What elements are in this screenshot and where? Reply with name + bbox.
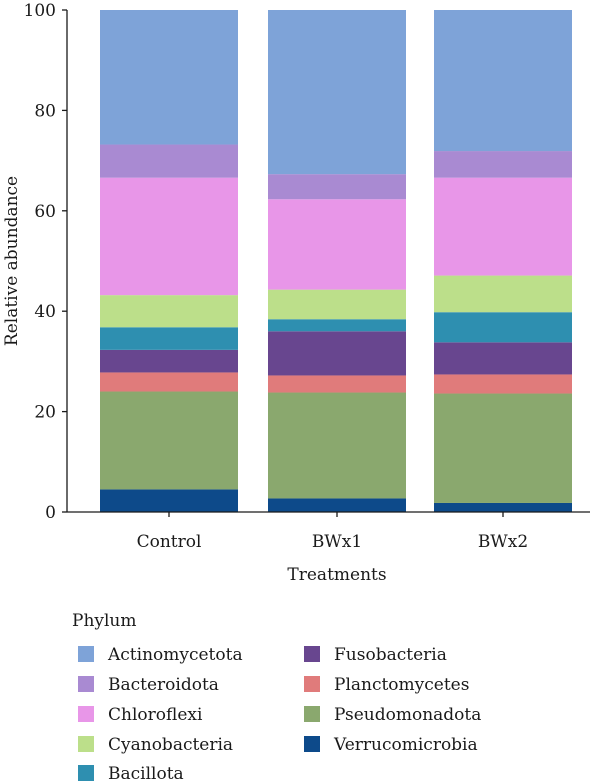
y-tick-label: 60 — [34, 202, 56, 222]
bar-segment-bwx2-fusobacteria — [434, 342, 572, 375]
x-tick-label-bwx1: BWx1 — [312, 532, 362, 552]
legend-swatch-cyanobacteria — [78, 736, 94, 752]
bar-segment-bwx1-chloroflexi — [268, 199, 406, 290]
y-tick-label: 100 — [24, 1, 56, 21]
legend-label-bacteroidota: Bacteroidota — [108, 675, 219, 695]
bar-segment-bwx2-verrucomicrobia — [434, 502, 572, 512]
bar-segment-bwx2-actinomycetota — [434, 10, 572, 152]
bar-segment-bwx1-bacillota — [268, 319, 406, 332]
bar-segment-bwx2-bacillota — [434, 312, 572, 343]
y-axis-title: Relative abundance — [2, 176, 22, 346]
bar-segment-control-fusobacteria — [100, 349, 238, 373]
bar-segment-bwx2-cyanobacteria — [434, 275, 572, 313]
y-tick-label: 20 — [34, 403, 56, 423]
legend-label-verrucomicrobia: Verrucomicrobia — [333, 735, 478, 755]
legend-label-fusobacteria: Fusobacteria — [334, 645, 447, 665]
bar-segment-bwx2-chloroflexi — [434, 177, 572, 276]
bar-segment-bwx1-fusobacteria — [268, 331, 406, 376]
legend-swatch-bacteroidota — [78, 676, 94, 692]
bar-segment-bwx2-bacteroidota — [434, 151, 572, 178]
legend-label-planctomycetes: Planctomycetes — [334, 675, 469, 695]
bar-segment-control-actinomycetota — [100, 10, 238, 145]
x-tick-label-bwx2: BWx2 — [478, 532, 528, 552]
legend-label-actinomycetota: Actinomycetota — [107, 645, 243, 665]
bar-segment-bwx1-verrucomicrobia — [268, 498, 406, 512]
legend-swatch-actinomycetota — [78, 646, 94, 662]
legend: Actinomycetota Bacteroidota Chloroflexi Cya… — [78, 645, 481, 782]
legend-swatch-verrucomicrobia — [304, 736, 320, 752]
bar-segment-bwx2-pseudomonadota — [434, 393, 572, 503]
bar-segment-bwx1-planctomycetes — [268, 375, 406, 393]
bar-segment-control-cyanobacteria — [100, 295, 238, 328]
legend-swatch-chloroflexi — [78, 706, 94, 722]
y-tick-label: 80 — [34, 101, 56, 121]
bar-segment-control-bacteroidota — [100, 144, 238, 178]
bar-segment-control-planctomycetes — [100, 372, 238, 392]
legend-title: Phylum — [72, 611, 137, 631]
bars-layer — [100, 10, 572, 512]
legend-label-pseudomonadota: Pseudomonadota — [334, 705, 481, 725]
bar-segment-bwx2-planctomycetes — [434, 374, 572, 394]
legend-swatch-bacillota — [78, 765, 94, 781]
bar-segment-bwx1-cyanobacteria — [268, 289, 406, 320]
y-tick-label: 40 — [34, 302, 56, 322]
legend-swatch-fusobacteria — [304, 646, 320, 662]
legend-swatch-pseudomonadota — [304, 706, 320, 722]
bar-segment-control-chloroflexi — [100, 177, 238, 296]
bar-segment-control-verrucomicrobia — [100, 489, 238, 512]
bar-segment-bwx1-pseudomonadota — [268, 392, 406, 499]
y-tick-label: 0 — [45, 503, 56, 523]
x-axis-title: Treatments — [287, 565, 386, 585]
legend-label-chloroflexi: Chloroflexi — [108, 705, 203, 725]
legend-swatch-planctomycetes — [304, 676, 320, 692]
ticks-layer: 0 20 40 60 80 100 Control BWx1 BWx2 — [24, 1, 529, 552]
bar-segment-bwx1-bacteroidota — [268, 174, 406, 200]
bar-segment-bwx1-actinomycetota — [268, 10, 406, 175]
legend-label-cyanobacteria: Cyanobacteria — [108, 735, 233, 755]
bar-segment-control-bacillota — [100, 327, 238, 350]
legend-label-bacillota: Bacillota — [108, 764, 184, 782]
x-tick-label-control: Control — [137, 532, 202, 552]
bar-segment-control-pseudomonadota — [100, 391, 238, 490]
